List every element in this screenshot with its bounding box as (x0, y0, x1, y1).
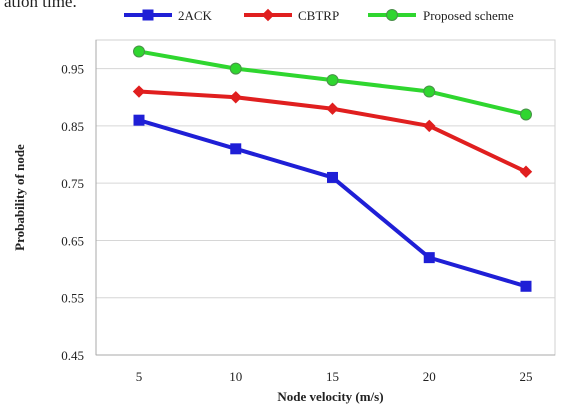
legend-label: CBTRP (298, 8, 339, 23)
data-point-proposed-scheme (229, 62, 242, 75)
clipped-caption-label: ation time. (4, 0, 77, 11)
data-point-cbtrp (423, 119, 436, 133)
x-axis-tick-labels: 5 10 15 20 25 (136, 369, 533, 384)
data-point-cbtrp (326, 102, 339, 115)
data-point-2ack (520, 280, 532, 292)
x-axis-title: Node velocity (m/s) (277, 389, 383, 404)
y-tick-label: 0.75 (61, 176, 84, 191)
data-point-proposed-scheme (133, 45, 145, 58)
data-point-cbtrp (132, 85, 146, 98)
legend-item-2ack: 2ACK (124, 8, 213, 23)
y-tick-label: 0.55 (61, 291, 84, 306)
data-point-proposed-scheme (520, 108, 532, 121)
data-point-cbtrp (229, 91, 242, 104)
x-tick-label: 20 (423, 369, 436, 384)
legend-swatch-marker (261, 8, 275, 22)
plot-area (95, 39, 556, 356)
series-markers (132, 45, 533, 292)
legend-label: 2ACK (178, 8, 213, 23)
y-axis-tick-labels: 0.45 0.55 0.65 0.75 0.85 0.95 (61, 62, 84, 363)
data-point-2ack (133, 114, 145, 126)
y-axis-title: Probability of node (12, 144, 27, 251)
x-tick-label: 25 (520, 369, 533, 384)
data-point-proposed-scheme (326, 74, 339, 87)
y-tick-label: 0.95 (61, 62, 84, 77)
x-tick-label: 10 (229, 369, 242, 384)
data-point-2ack (327, 171, 338, 183)
data-point-cbtrp (519, 165, 533, 178)
x-tick-label: 15 (326, 369, 339, 384)
legend-item-cbtrp: CBTRP (244, 8, 339, 23)
data-point-proposed-scheme (423, 85, 436, 98)
chart-legend: 2ACK CBTRP Proposed scheme (124, 8, 514, 23)
y-tick-label: 0.65 (61, 233, 84, 248)
x-tick-label: 5 (136, 369, 143, 384)
legend-swatch-marker (386, 9, 398, 21)
y-tick-label: 0.85 (61, 119, 84, 134)
legend-item-proposed-scheme: Proposed scheme (368, 8, 514, 23)
axes (95, 40, 555, 356)
data-point-2ack (230, 143, 242, 155)
clipped-caption-text: ation time. (0, 0, 140, 14)
data-point-2ack (423, 252, 435, 264)
y-tick-label: 0.45 (61, 348, 84, 363)
legend-label: Proposed scheme (423, 8, 514, 23)
legend-swatch-marker (142, 9, 154, 21)
